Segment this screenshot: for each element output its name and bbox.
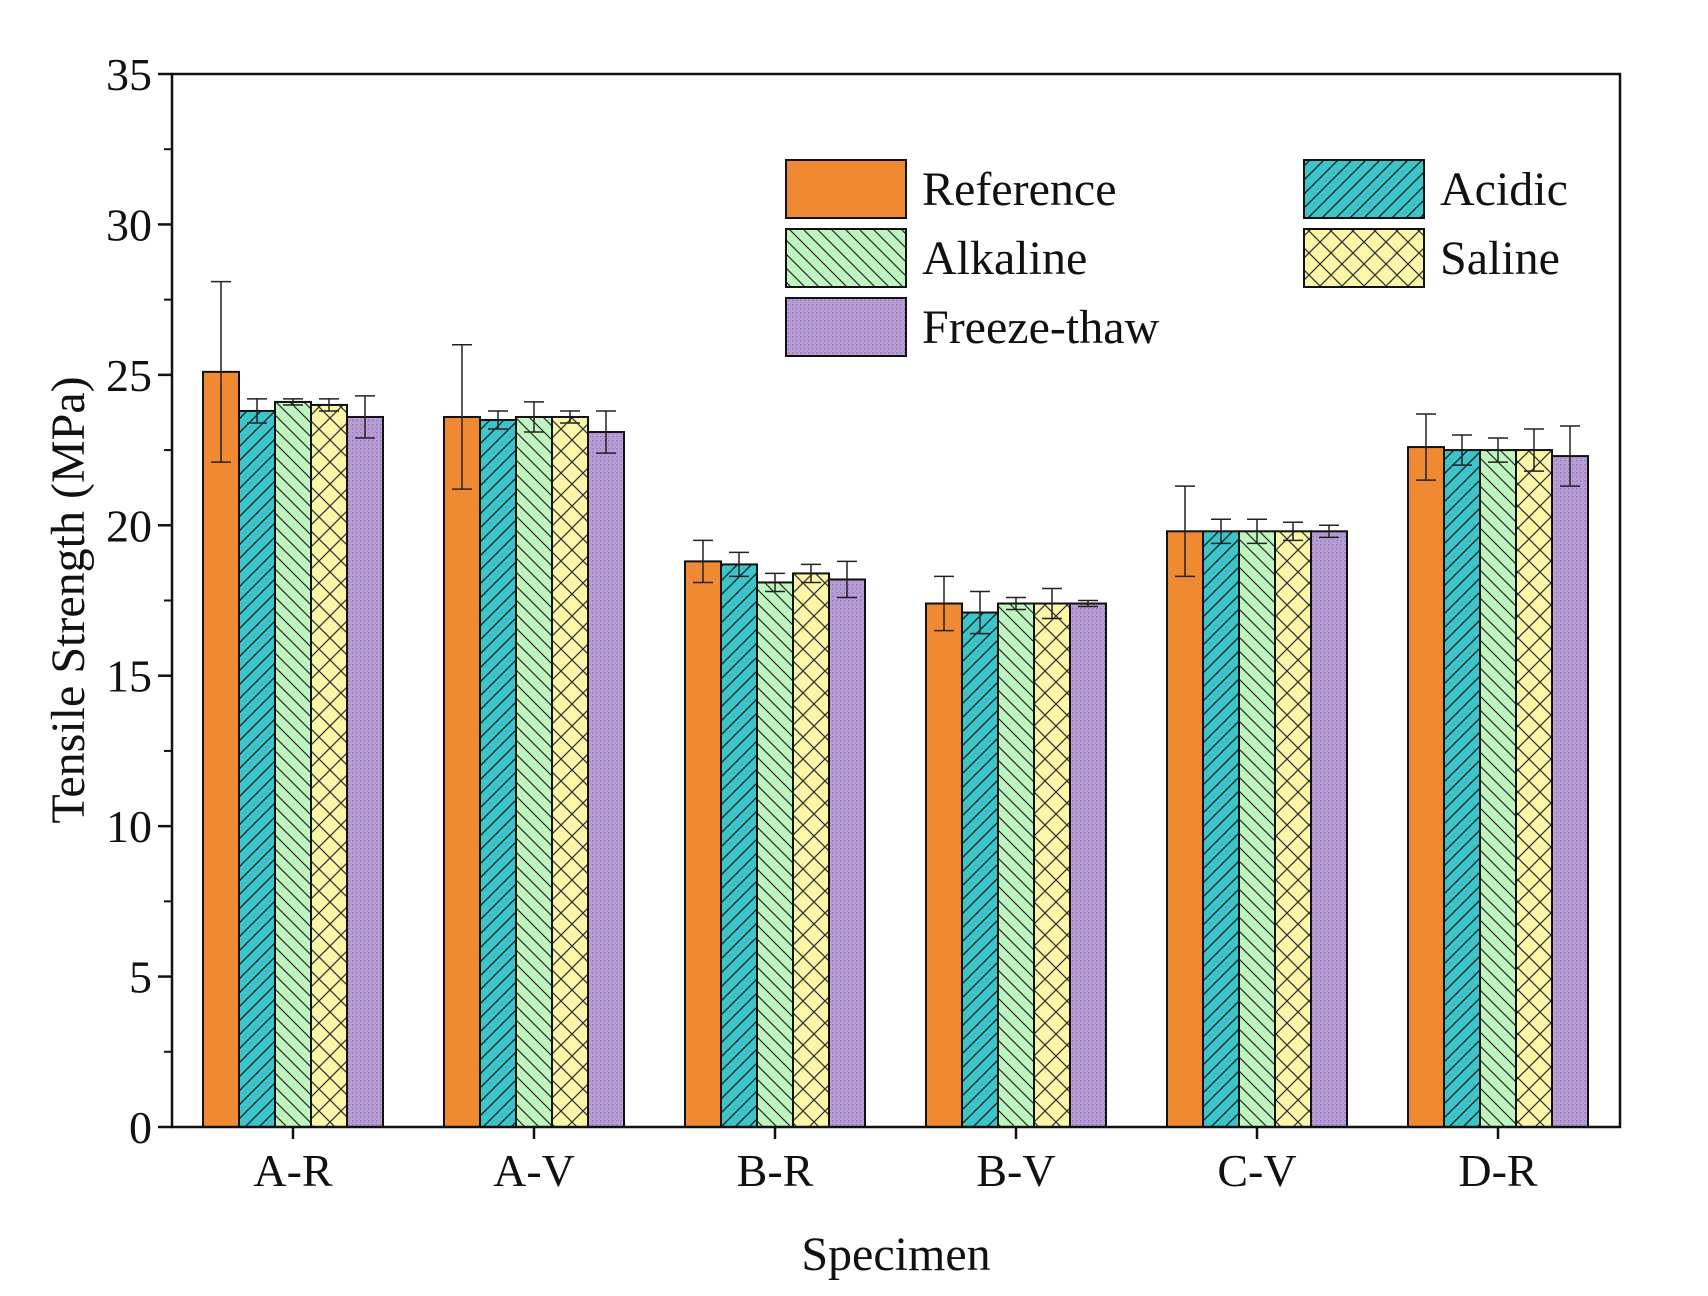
x-axis: A-R A-V B-R B-V C-V D-R (253, 1127, 1538, 1196)
bar-a-v-reference (443, 415, 481, 1128)
error-bar-d-r-alkaline (1488, 437, 1508, 463)
legend-label-alkaline: Alkaline (922, 232, 1087, 285)
bar-a-v-freeze-thaw (587, 431, 625, 1128)
legend-item-freeze-thaw: Freeze-thaw (785, 297, 1160, 357)
bar-c-v-alkaline (1238, 530, 1276, 1128)
bar-d-r-saline (1515, 449, 1553, 1129)
bar-b-r-acidic (720, 563, 758, 1128)
x-tick-label: B-V (976, 1145, 1055, 1196)
x-tick-label: C-V (1217, 1145, 1296, 1196)
error-bar-a-r-freeze-thaw (355, 395, 375, 439)
y-tick-label: 35 (106, 49, 152, 100)
bar-d-r-reference (1407, 446, 1445, 1128)
error-bar-b-v-freeze-thaw (1078, 599, 1098, 608)
y-tick-label: 25 (106, 350, 152, 401)
bar-c-v-acidic (1202, 530, 1240, 1128)
y-tick-label: 30 (106, 199, 152, 250)
y-tick-label: 5 (129, 952, 152, 1003)
legend-item-acidic: Acidic (1303, 159, 1568, 219)
bar-a-v-acidic (479, 418, 517, 1128)
error-bar-c-v-saline (1283, 521, 1303, 542)
bar-a-r-reference (202, 370, 240, 1128)
error-bar-a-r-saline (319, 398, 339, 412)
bar-a-r-acidic (238, 409, 276, 1128)
bar-b-r-reference (684, 560, 722, 1128)
bar-b-r-freeze-thaw (828, 578, 866, 1128)
error-bar-b-r-acidic (729, 551, 749, 578)
error-bar-a-r-acidic (247, 398, 267, 424)
x-tick-label: A-R (253, 1145, 333, 1196)
error-bar-d-r-freeze-thaw (1560, 425, 1580, 487)
error-bar-b-v-acidic (970, 590, 990, 635)
bar-b-v-reference (925, 602, 963, 1128)
legend-item-saline: Saline (1303, 228, 1560, 288)
error-bar-c-v-reference (1175, 485, 1195, 578)
bar-b-v-alkaline (997, 602, 1035, 1128)
bar-b-v-acidic (961, 611, 999, 1128)
legend-label-acidic: Acidic (1440, 163, 1568, 216)
error-bar-c-v-acidic (1211, 518, 1231, 545)
legend-swatch-alkaline (785, 228, 907, 288)
error-bars-layer (211, 280, 1580, 635)
error-bar-c-v-freeze-thaw (1319, 524, 1339, 539)
error-bar-b-r-freeze-thaw (837, 560, 857, 599)
error-bar-a-v-acidic (488, 410, 508, 430)
bar-c-v-saline (1274, 530, 1312, 1128)
bar-d-r-freeze-thaw (1551, 455, 1589, 1128)
bar-d-r-acidic (1443, 449, 1481, 1129)
bar-b-v-saline (1033, 602, 1071, 1128)
y-axis-title: Tensile Strength (MPa) (42, 376, 95, 823)
bar-a-v-saline (551, 415, 589, 1128)
error-bar-a-r-reference (211, 280, 231, 463)
bar-a-r-saline (310, 403, 348, 1128)
legend-label-saline: Saline (1440, 232, 1560, 285)
error-bar-a-v-saline (560, 410, 580, 424)
legend-swatch-saline (1303, 228, 1425, 288)
legend-swatch-freeze-thaw (785, 297, 907, 357)
y-tick-label: 0 (129, 1102, 152, 1153)
error-bar-b-v-alkaline (1006, 596, 1026, 611)
legend-item-reference: Reference (785, 159, 1117, 219)
bar-c-v-reference (1166, 530, 1204, 1128)
x-tick-label: A-V (493, 1145, 575, 1196)
error-bar-b-v-reference (934, 575, 954, 632)
legend-item-alkaline: Alkaline (785, 228, 1087, 288)
error-bar-a-v-reference (452, 344, 472, 490)
bar-a-r-freeze-thaw (346, 415, 384, 1128)
error-bar-d-r-saline (1524, 428, 1544, 472)
bar-d-r-alkaline (1479, 449, 1517, 1129)
error-bar-b-r-saline (801, 563, 821, 584)
legend-swatch-acidic (1303, 159, 1425, 219)
bar-b-r-alkaline (756, 581, 794, 1128)
error-bar-d-r-acidic (1452, 434, 1472, 466)
y-tick-label: 20 (106, 500, 152, 551)
error-bar-a-r-alkaline (283, 398, 303, 406)
bar-c-v-freeze-thaw (1310, 530, 1348, 1128)
x-axis-title: Specimen (801, 1228, 990, 1281)
bar-a-r-alkaline (274, 400, 312, 1129)
y-axis: 0 5 10 15 20 25 30 35 (106, 49, 172, 1153)
error-bar-b-r-reference (693, 539, 713, 584)
bars-layer (202, 370, 1589, 1129)
error-bar-c-v-alkaline (1247, 518, 1267, 545)
error-bar-a-v-alkaline (524, 401, 544, 433)
bar-a-v-alkaline (515, 415, 553, 1128)
y-tick-label: 10 (106, 801, 152, 852)
error-bar-a-v-freeze-thaw (596, 410, 616, 454)
error-bar-b-r-alkaline (765, 572, 785, 593)
legend-label-reference: Reference (922, 163, 1117, 216)
legend: Reference Acidic Alkaline Saline Freeze-thaw (785, 159, 1568, 357)
legend-swatch-reference (785, 159, 907, 219)
bar-b-v-freeze-thaw (1069, 602, 1107, 1128)
bar-b-r-saline (792, 572, 830, 1128)
x-tick-label: B-R (737, 1145, 814, 1196)
x-tick-label: D-R (1458, 1145, 1538, 1196)
y-tick-label: 15 (106, 651, 152, 702)
error-bar-d-r-reference (1416, 413, 1436, 481)
legend-label-freeze-thaw: Freeze-thaw (922, 301, 1160, 354)
error-bar-b-v-saline (1042, 587, 1062, 620)
